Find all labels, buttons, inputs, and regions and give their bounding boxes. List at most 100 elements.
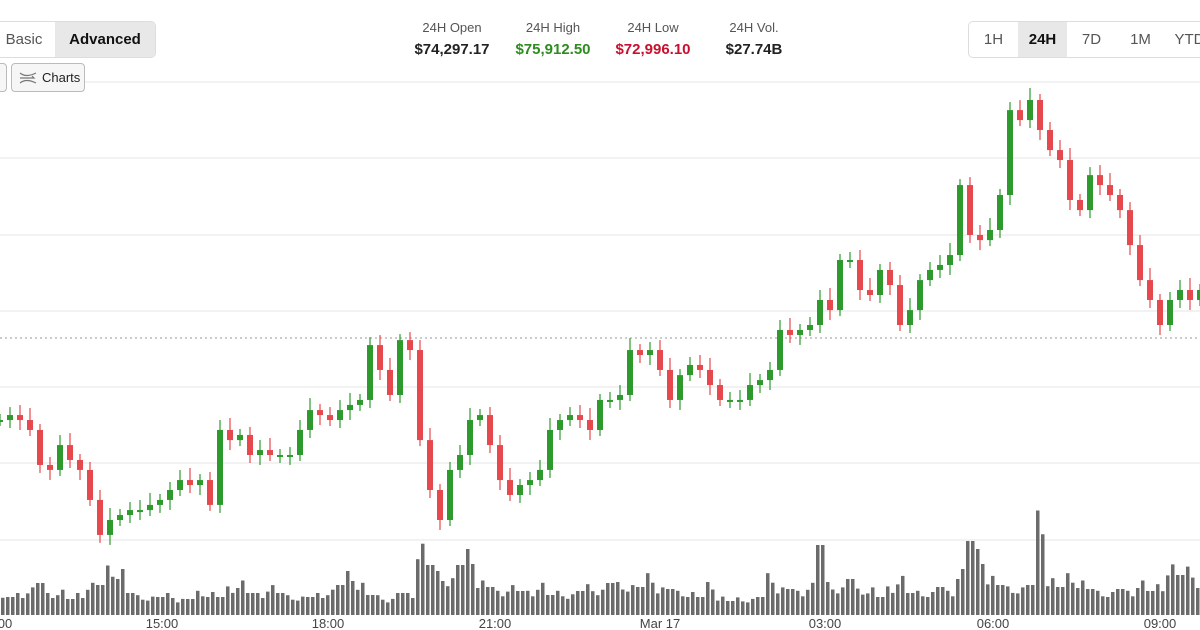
volume-bar bbox=[101, 585, 105, 615]
candle-body bbox=[1027, 100, 1033, 121]
candle-body bbox=[967, 185, 973, 235]
candle-body bbox=[267, 450, 273, 456]
volume-bar bbox=[336, 585, 340, 615]
candle-body bbox=[137, 510, 143, 513]
volume-bar bbox=[701, 597, 705, 615]
volume-bar bbox=[1106, 597, 1110, 615]
volume-bar bbox=[726, 601, 730, 615]
range-selector: 1H 24H 7D 1M YTD bbox=[968, 21, 1200, 58]
volume-bar bbox=[396, 593, 400, 615]
volume-bar bbox=[51, 598, 55, 615]
volume-bar bbox=[816, 545, 820, 615]
volume-bar bbox=[1191, 577, 1195, 615]
volume-bar bbox=[176, 602, 180, 615]
volume-bar bbox=[581, 591, 585, 615]
stat-value: $27.74B bbox=[725, 41, 783, 58]
volume-bar bbox=[491, 587, 495, 615]
volume-bar bbox=[661, 587, 665, 615]
volume-bar bbox=[231, 592, 235, 615]
candle-body bbox=[57, 445, 63, 470]
volume-bar bbox=[561, 596, 565, 615]
volume-bar bbox=[631, 585, 635, 615]
candle-body bbox=[687, 364, 693, 376]
range-1m[interactable]: 1M bbox=[1130, 31, 1151, 48]
candle-body bbox=[7, 415, 13, 421]
candle-body bbox=[1187, 290, 1193, 300]
volume-bar bbox=[806, 589, 810, 615]
x-tick-label: 03:00 bbox=[809, 616, 842, 630]
candle-body bbox=[47, 464, 53, 470]
volume-bar bbox=[496, 590, 500, 615]
candle-body bbox=[827, 299, 833, 311]
range-7d[interactable]: 7D bbox=[1081, 31, 1102, 48]
candle-body bbox=[247, 434, 253, 456]
candle-body bbox=[1077, 199, 1083, 211]
candle-body bbox=[297, 429, 303, 456]
volume-bar bbox=[161, 597, 165, 615]
volume-bar bbox=[71, 599, 75, 615]
candle-body bbox=[397, 340, 403, 395]
candle-body bbox=[37, 429, 43, 465]
candle-body bbox=[197, 480, 203, 486]
candle-body bbox=[67, 445, 73, 460]
volume-bar bbox=[911, 593, 915, 615]
volume-bar bbox=[856, 588, 860, 615]
candle-body bbox=[307, 410, 313, 430]
candle-body bbox=[777, 329, 783, 370]
candle-body bbox=[747, 385, 753, 400]
volume-bar bbox=[506, 591, 510, 615]
volume-bar bbox=[766, 573, 770, 615]
candle-body bbox=[327, 415, 333, 421]
volume-bar bbox=[646, 573, 650, 615]
volume-bar bbox=[146, 600, 150, 615]
candle-body bbox=[1047, 130, 1053, 151]
volume-bar bbox=[716, 600, 720, 615]
volume-bar bbox=[466, 549, 470, 615]
volume-bar bbox=[196, 590, 200, 615]
range-1h[interactable]: 1H bbox=[983, 31, 1004, 48]
volume-bar bbox=[481, 580, 485, 615]
volume-bar bbox=[421, 543, 425, 615]
candle-body bbox=[27, 420, 33, 430]
range-ytd[interactable]: YTD bbox=[1174, 31, 1200, 48]
volume-bar bbox=[321, 598, 325, 615]
candle-body bbox=[1117, 195, 1123, 211]
volume-bar bbox=[1126, 590, 1130, 615]
mode-basic-tab[interactable]: Basic bbox=[5, 31, 43, 48]
volume-bar bbox=[836, 593, 840, 615]
partial-toolbar-button[interactable] bbox=[0, 63, 7, 92]
volume-bar bbox=[531, 596, 535, 615]
volume-bar bbox=[301, 596, 305, 615]
candle-body bbox=[257, 450, 263, 456]
volume-bar bbox=[11, 597, 15, 615]
candle-body bbox=[937, 264, 943, 270]
candle-body bbox=[697, 364, 703, 370]
charts-button[interactable]: Charts bbox=[11, 63, 85, 92]
x-tick-label: 06:00 bbox=[977, 616, 1010, 630]
chart-lines-icon bbox=[19, 71, 37, 84]
volume-bar bbox=[226, 586, 230, 615]
mode-advanced-tab[interactable]: Advanced bbox=[55, 22, 155, 57]
volume-bar bbox=[651, 582, 655, 615]
candle-body bbox=[1177, 290, 1183, 300]
candle-body bbox=[367, 345, 373, 400]
volume-bar bbox=[471, 564, 475, 615]
volume-bar bbox=[91, 582, 95, 615]
volume-bar bbox=[206, 597, 210, 615]
volume-bar bbox=[191, 599, 195, 615]
volume-bar bbox=[1061, 587, 1065, 615]
volume-bar bbox=[1171, 564, 1175, 615]
volume-bar bbox=[341, 585, 345, 615]
candle-body bbox=[837, 260, 843, 311]
volume-bar bbox=[961, 569, 965, 615]
volume-bar bbox=[271, 585, 275, 615]
volume-bar bbox=[1146, 591, 1150, 615]
stat-value: $74,297.17 bbox=[414, 41, 490, 58]
volume-bar bbox=[166, 593, 170, 615]
volume-bar bbox=[1066, 573, 1070, 615]
range-24h[interactable]: 24H bbox=[1018, 22, 1067, 57]
candle-body bbox=[737, 399, 743, 402]
volume-bar bbox=[86, 589, 90, 615]
candle-body bbox=[157, 499, 163, 505]
